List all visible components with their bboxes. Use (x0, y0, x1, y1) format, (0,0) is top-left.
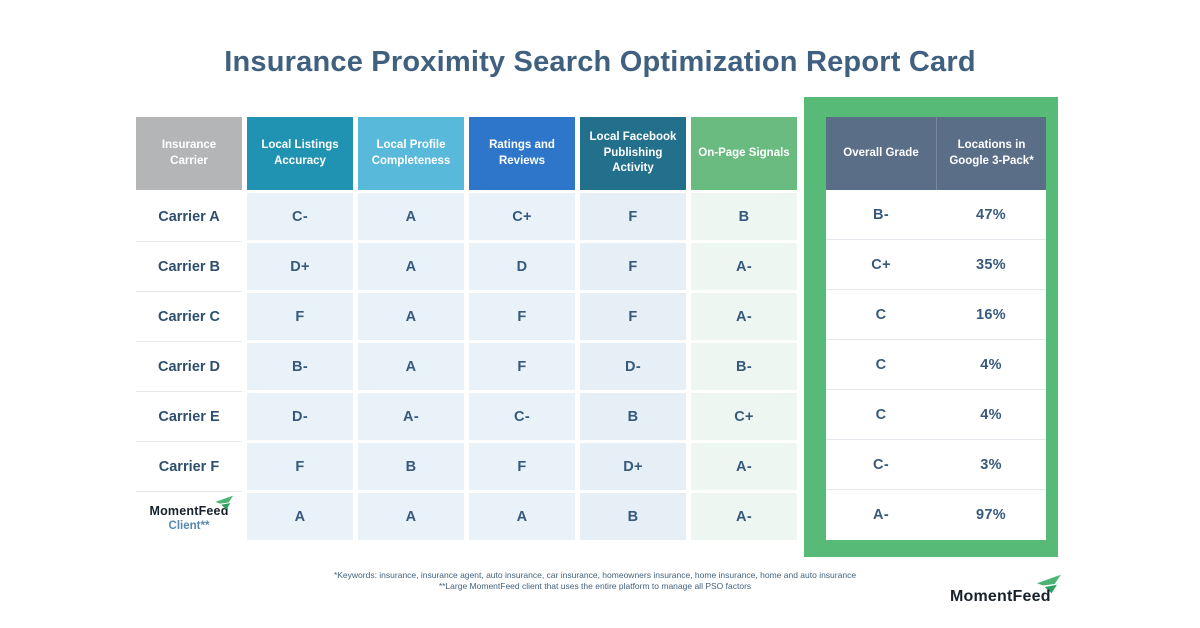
grade-cell: B (580, 393, 686, 440)
grade-cell: F (469, 343, 575, 390)
overall-grade-value: C+ (871, 256, 891, 273)
grade-cell: A (247, 493, 353, 540)
grade-cell: A (358, 193, 464, 240)
overall-grade-value: C (875, 356, 887, 373)
carrier-name: Carrier E (136, 393, 242, 442)
grade-cell: F (580, 193, 686, 240)
grade-cell: D+ (580, 443, 686, 490)
grade-cell: A (358, 493, 464, 540)
footnote-client: **Large MomentFeed client that uses the … (438, 580, 752, 591)
column-header-local-facebook-publishing-activity: Local Facebook Publishing Activity (580, 117, 686, 190)
grade-cell: F (247, 293, 353, 340)
grade-cell: A (469, 493, 575, 540)
grade-cell: A- (691, 493, 797, 540)
grade-cell: F (580, 293, 686, 340)
pack-percentage-value: 3% (980, 456, 1002, 473)
carrier-name: Carrier F (136, 443, 242, 492)
column-header-locations-3pack: Locations in Google 3-Pack* (936, 117, 1046, 190)
carrier-name: Carrier D (136, 343, 242, 392)
carrier-name: Carrier A (136, 193, 242, 242)
table-row-client: A- 97% (826, 490, 1046, 540)
highlight-box: Overall Grade Locations in Google 3-Pack… (804, 97, 1058, 557)
table-row: C+ 35% (826, 240, 1046, 290)
pack-percentage-value: 16% (976, 306, 1006, 323)
grade-cell: B (358, 443, 464, 490)
table-row: C- 3% (826, 440, 1046, 490)
grade-cell: B (691, 193, 797, 240)
column-header-local-listings-accuracy: Local Listings Accuracy (247, 117, 353, 190)
column-insurance-carrier: Insurance Carrier Carrier A Carrier B Ca… (136, 117, 242, 543)
grade-cell: D- (247, 393, 353, 440)
grade-cell: F (580, 243, 686, 290)
grade-cell: D+ (247, 243, 353, 290)
overall-grade-value: B- (873, 206, 889, 223)
grade-cell: A (358, 293, 464, 340)
table-row: C 4% (826, 390, 1046, 440)
report-table: Insurance Carrier Carrier A Carrier B Ca… (136, 117, 797, 543)
footnote-keywords: *Keywords: insurance, insurance agent, a… (333, 570, 857, 580)
pack-percentage-value: 4% (980, 356, 1002, 373)
grade-cell: A- (691, 293, 797, 340)
column-local-profile-completeness: Local Profile Completeness A A A A A- B … (358, 117, 464, 543)
overall-grade-value: A- (873, 507, 889, 523)
momentfeed-wordmark: MomentFeed (950, 588, 1051, 605)
table-row: C 16% (826, 290, 1046, 340)
column-header-overall-grade: Overall Grade (826, 117, 936, 190)
pack-percentage-value: 47% (976, 206, 1006, 223)
carrier-name: Carrier C (136, 293, 242, 342)
client-suffix-label: Client** (168, 519, 210, 532)
grade-cell: F (469, 443, 575, 490)
grade-cell: D- (580, 343, 686, 390)
grade-cell: B- (247, 343, 353, 390)
pack-percentage-value: 35% (976, 256, 1006, 273)
grade-cell: A- (358, 393, 464, 440)
pack-percentage-value: 4% (980, 406, 1002, 423)
grade-cell: A- (691, 443, 797, 490)
momentfeed-logo: MomentFeed (948, 574, 1070, 614)
column-header-local-profile-completeness: Local Profile Completeness (358, 117, 464, 190)
highlight-body: B- 47% C+ 35% C 16% C 4% C 4% (826, 190, 1046, 540)
column-local-listings-accuracy: Local Listings Accuracy C- D+ F B- D- F … (247, 117, 353, 543)
highlight-header-row: Overall Grade Locations in Google 3-Pack… (826, 117, 1046, 190)
grade-cell: C- (247, 193, 353, 240)
grade-cell: A (358, 243, 464, 290)
column-header-ratings-and-reviews: Ratings and Reviews (469, 117, 575, 190)
pack-percentage-value: 97% (976, 507, 1006, 523)
grade-cell: C- (469, 393, 575, 440)
footnotes: *Keywords: insurance, insurance agent, a… (0, 570, 1190, 591)
table-row: B- 47% (826, 190, 1046, 240)
column-on-page-signals: On-Page Signals B A- A- B- C+ A- A- (691, 117, 797, 543)
grade-cell: A- (691, 243, 797, 290)
grade-cell: B- (691, 343, 797, 390)
overall-grade-value: C (875, 306, 887, 323)
grade-cell: B (580, 493, 686, 540)
column-ratings-and-reviews: Ratings and Reviews C+ D F F C- F A (469, 117, 575, 543)
table-row: C 4% (826, 340, 1046, 390)
grade-cell: F (469, 293, 575, 340)
grade-cell: D (469, 243, 575, 290)
overall-grade-value: C- (873, 456, 889, 473)
overall-grade-value: C (875, 406, 887, 423)
momentfeed-flag-icon (1036, 574, 1061, 594)
grade-cell: C+ (469, 193, 575, 240)
momentfeed-client-label: MomentFeed Client** (136, 493, 242, 542)
highlight-box-inner: Overall Grade Locations in Google 3-Pack… (826, 117, 1046, 540)
grade-cell: A (358, 343, 464, 390)
carrier-name: Carrier B (136, 243, 242, 292)
momentfeed-wordmark: MomentFeed (149, 503, 229, 518)
column-header-insurance-carrier: Insurance Carrier (136, 117, 242, 190)
column-local-facebook-publishing-activity: Local Facebook Publishing Activity F F F… (580, 117, 686, 543)
grade-cell: F (247, 443, 353, 490)
momentfeed-flag-icon (215, 495, 234, 510)
grade-cell: C+ (691, 393, 797, 440)
column-header-on-page-signals: On-Page Signals (691, 117, 797, 190)
page-title: Insurance Proximity Search Optimization … (224, 46, 976, 78)
